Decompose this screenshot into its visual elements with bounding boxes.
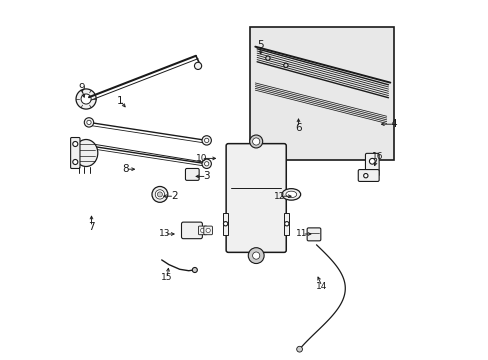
Circle shape (81, 94, 91, 104)
Bar (249, 27, 393, 160)
Circle shape (205, 228, 210, 233)
Circle shape (283, 63, 287, 68)
Circle shape (73, 159, 78, 165)
FancyBboxPatch shape (198, 226, 206, 235)
Circle shape (368, 158, 374, 164)
Circle shape (223, 222, 227, 226)
Text: 13: 13 (159, 230, 170, 239)
Circle shape (84, 118, 94, 127)
FancyBboxPatch shape (203, 226, 212, 235)
FancyBboxPatch shape (225, 144, 285, 252)
Ellipse shape (285, 191, 296, 198)
Circle shape (265, 56, 269, 60)
Circle shape (192, 267, 197, 273)
Text: 2: 2 (171, 191, 177, 201)
Circle shape (204, 162, 208, 166)
Circle shape (87, 144, 91, 148)
FancyBboxPatch shape (185, 168, 199, 180)
Text: 11: 11 (296, 230, 307, 239)
Circle shape (249, 135, 262, 148)
Bar (284, 213, 289, 235)
Circle shape (152, 186, 167, 202)
Circle shape (252, 252, 259, 259)
Text: 3: 3 (203, 171, 209, 181)
Circle shape (284, 222, 288, 226)
FancyBboxPatch shape (306, 228, 320, 241)
Bar (223, 213, 228, 235)
Circle shape (157, 192, 162, 197)
FancyBboxPatch shape (181, 222, 202, 239)
Text: 6: 6 (295, 123, 301, 133)
Circle shape (252, 138, 259, 145)
Text: 12: 12 (274, 192, 285, 201)
Ellipse shape (282, 189, 300, 200)
Text: 4: 4 (390, 119, 396, 129)
Ellipse shape (74, 140, 98, 166)
Text: 1: 1 (117, 96, 123, 106)
FancyBboxPatch shape (358, 170, 378, 181)
Circle shape (204, 138, 208, 143)
Text: 16: 16 (371, 152, 383, 161)
Circle shape (200, 228, 204, 233)
Circle shape (202, 136, 211, 145)
Circle shape (363, 174, 367, 178)
Circle shape (76, 89, 96, 109)
Text: 10: 10 (195, 154, 206, 163)
Circle shape (248, 248, 264, 264)
Text: 9: 9 (78, 83, 84, 93)
Text: 5: 5 (257, 40, 264, 50)
FancyBboxPatch shape (365, 153, 378, 176)
Circle shape (296, 346, 302, 352)
Circle shape (73, 141, 78, 147)
Text: 14: 14 (316, 282, 327, 291)
Circle shape (155, 190, 164, 199)
Text: 8: 8 (122, 164, 129, 174)
Text: 15: 15 (161, 274, 172, 282)
Text: 7: 7 (88, 222, 95, 232)
Circle shape (87, 120, 91, 125)
Circle shape (194, 62, 201, 69)
Circle shape (84, 141, 94, 150)
FancyBboxPatch shape (70, 138, 80, 168)
Circle shape (202, 159, 211, 168)
